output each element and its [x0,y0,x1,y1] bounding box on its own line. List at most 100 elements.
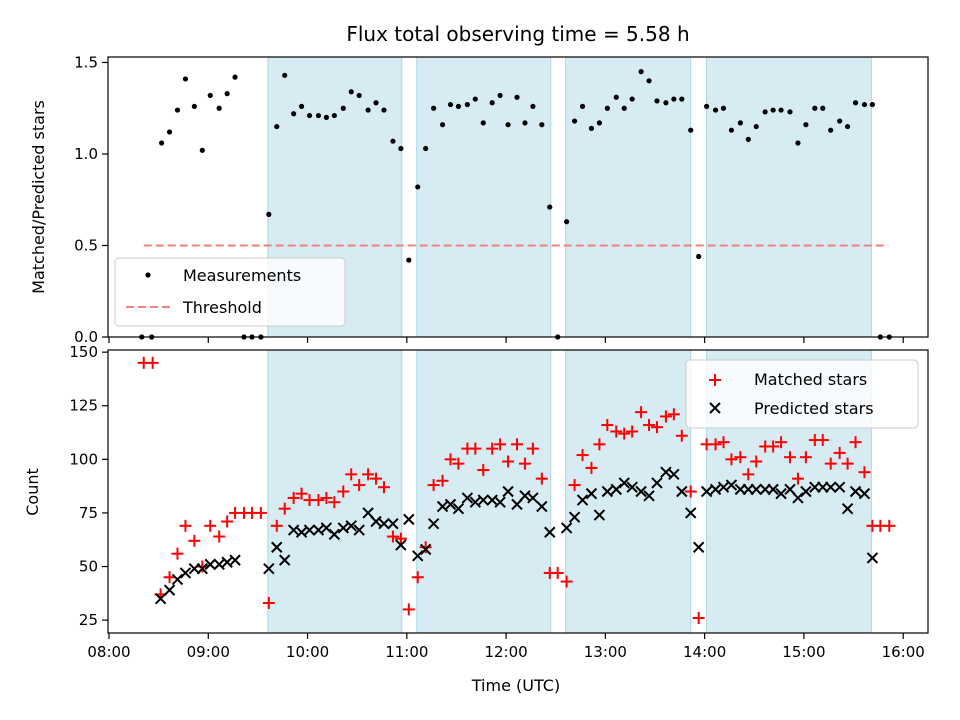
data-point [464,101,470,108]
matched-point [551,566,564,579]
marker-stroke [676,485,688,498]
x-tick-label: 08:00 [87,643,130,661]
top-axes-frame [107,56,929,338]
data-point [564,219,570,225]
bottom-y-axis-label: Count [23,468,42,516]
matched-point [402,603,415,616]
matched-point [734,451,747,464]
matched-point [667,408,680,421]
predicted-point [452,502,465,515]
data-point [274,123,280,130]
predicted-point [866,552,879,564]
marker-stroke [362,507,374,519]
predicted-point [486,494,498,506]
predicted-point [436,500,449,513]
data-point [852,100,859,106]
matched-point [601,419,614,432]
marker-stroke [486,494,498,506]
matched-point [337,485,350,498]
matched-point [684,485,697,498]
marker-stroke [452,502,465,515]
legend-matched-marker [709,374,721,386]
matched-point [353,479,366,492]
predicted-point [427,517,440,530]
matched-point [593,438,606,451]
data-point [530,103,536,110]
data-point [331,112,337,119]
marker-stroke [469,496,482,508]
predicted-point [353,524,365,536]
data-point [812,105,818,111]
marker-stroke [444,498,457,511]
matched-point [692,611,705,624]
legend-measurements-marker [145,272,151,278]
marker-stroke [494,496,506,508]
data-point [315,112,322,119]
y-tick-label: 1.0 [74,145,98,163]
marker-stroke [775,487,787,500]
data-point [671,96,677,102]
marker-stroke [163,584,176,596]
predicted-point [685,507,697,519]
data-point [571,118,578,124]
marker-stroke [196,562,209,575]
predicted-point [320,522,333,534]
matched-point [262,596,275,609]
matched-point [659,410,672,423]
predicted-point [800,485,812,498]
predicted-point [295,526,308,538]
x-tick-label: 11:00 [385,643,428,661]
data-point [795,140,801,146]
matched-point [179,519,192,532]
marker-stroke [527,492,539,504]
marker-stroke [436,500,449,513]
marker-stroke [229,554,241,566]
predicted-point [576,494,589,506]
data-point [762,109,768,115]
marker-stroke [560,522,573,534]
data-point [728,127,735,133]
predicted-point [725,479,738,491]
predicted-point [337,522,349,534]
matched-point [742,468,755,481]
predicted-point [635,485,647,498]
y-tick-label: 0.5 [74,236,98,254]
predicted-point [858,487,871,500]
bottom-y-ticks: 25 50 75 100 125 150 [69,343,108,629]
data-point [621,105,627,111]
matched-point [791,472,804,485]
bottom-legend-box [685,359,919,429]
data-point [340,105,346,111]
matched-point [270,519,283,532]
predicted-point [378,517,390,530]
data-point [828,127,834,133]
bottom-legend: Matched stars Predicted stars [685,359,919,429]
marker-stroke [370,515,382,528]
data-point [844,123,851,130]
matched-point [610,425,623,438]
matched-point [650,421,663,434]
matched-point [675,429,688,442]
matched-point [477,464,490,477]
matched-point [502,455,515,468]
data-point [306,112,313,119]
data-point [787,109,793,115]
matched-point [213,530,226,543]
top-x-ticks [108,337,904,343]
data-point [696,253,702,260]
data-point [472,96,478,102]
data-point [588,125,595,131]
matched-point [833,446,846,459]
y-tick-label: 0.0 [74,328,98,346]
marker-stroke [866,552,879,564]
marker-stroke [601,485,614,498]
marker-stroke [213,558,225,571]
matched-point [171,547,184,560]
y-tick-label: 1.5 [74,53,98,71]
data-point [489,100,495,106]
predicted-point [370,515,382,528]
predicted-point [610,483,622,496]
predicted-point [196,562,209,575]
marker-stroke [833,481,846,493]
